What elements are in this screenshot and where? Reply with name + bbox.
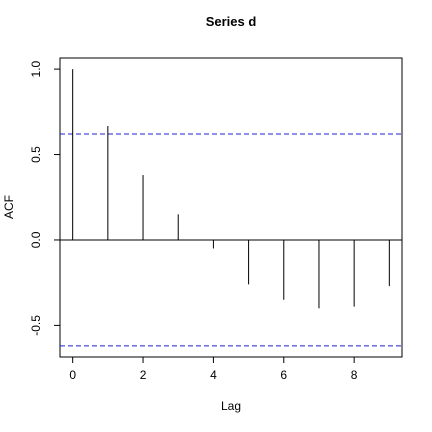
y-tick-label: 1.0 (29, 60, 43, 77)
y-tick-label: 0.0 (29, 231, 43, 248)
x-axis-label: Lag (221, 399, 241, 413)
x-tick-label: 2 (140, 368, 147, 382)
x-tick-label: 0 (69, 368, 76, 382)
plot-frame (59, 57, 403, 358)
x-tick-label: 4 (210, 368, 217, 382)
y-axis-label: ACF (2, 195, 16, 219)
x-tick-label: 6 (280, 368, 287, 382)
y-tick-label: -0.5 (29, 315, 43, 336)
chart-title: Series d (206, 14, 257, 29)
y-tick-label: 0.5 (29, 146, 43, 163)
x-tick-label: 8 (351, 368, 358, 382)
